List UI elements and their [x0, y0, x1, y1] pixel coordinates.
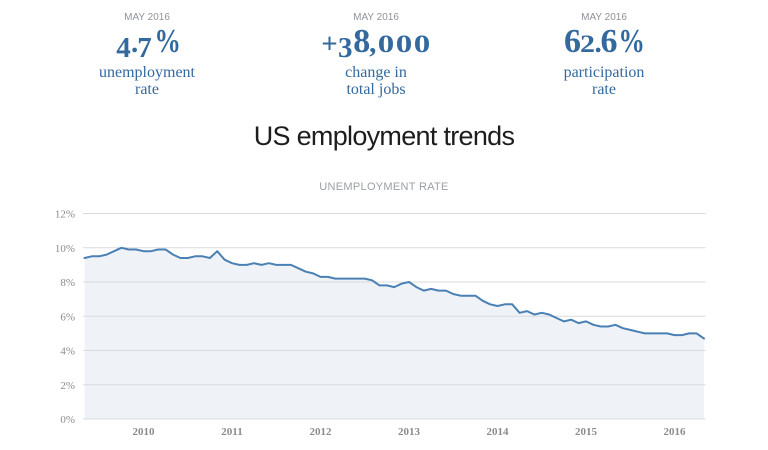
svg-text:2013: 2013 [398, 426, 421, 438]
svg-text:10%: 10% [55, 243, 75, 255]
svg-text:0%: 0% [60, 414, 75, 426]
svg-text:2016: 2016 [664, 426, 687, 438]
svg-text:6%: 6% [60, 311, 75, 323]
svg-text:2%: 2% [60, 380, 75, 392]
svg-text:2014: 2014 [487, 426, 510, 438]
svg-text:12%: 12% [55, 209, 75, 221]
svg-text:2010: 2010 [133, 426, 156, 438]
svg-text:8%: 8% [60, 277, 75, 289]
svg-text:4%: 4% [60, 346, 75, 358]
svg-text:2015: 2015 [575, 426, 598, 438]
svg-text:2012: 2012 [310, 426, 333, 438]
svg-text:2011: 2011 [221, 426, 242, 438]
